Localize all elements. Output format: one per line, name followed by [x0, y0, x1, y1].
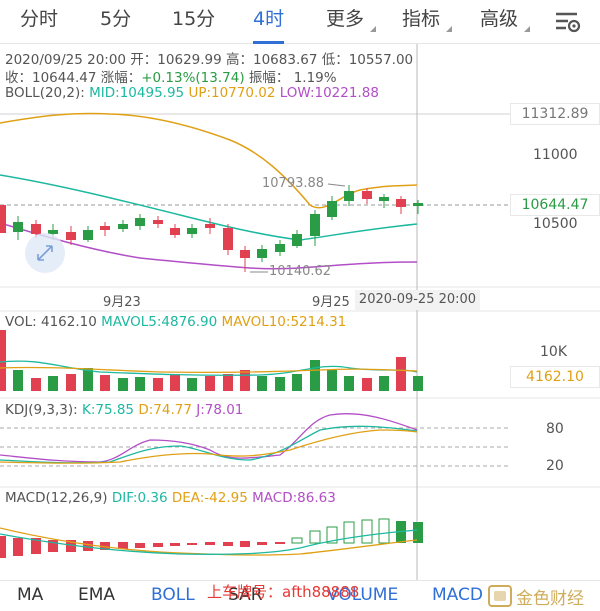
dropdown-triangle-icon [446, 26, 453, 32]
tab-5min[interactable]: 5分 [100, 8, 132, 30]
kdj-d-label: D:74.77 [138, 402, 192, 418]
indicator-tab-bar: MA EMA BOLL SAR VOLUME MACD [0, 580, 600, 611]
tab-timeshare[interactable]: 分时 [20, 8, 59, 30]
price-axis-max: 11312.89 [510, 103, 600, 125]
price-tick-10500: 10500 [533, 216, 578, 232]
current-vol-tag: 4162.10 [510, 366, 600, 388]
tab-indicators[interactable]: 指标 [402, 0, 453, 44]
close-change-line: 收：10644.47 涨幅：+0.13%(13.74) 振幅： 1.19% [5, 70, 337, 86]
kdj-tick-20: 20 [546, 458, 564, 474]
macd-value-label: MACD:86.63 [252, 490, 336, 506]
x-label-sep23: 9月23 [103, 295, 141, 310]
kline-chart-canvas[interactable] [0, 0, 600, 580]
kdj-j-label: J:78.01 [196, 402, 244, 418]
indicator-macd[interactable]: MACD [432, 585, 483, 605]
high-annotation: 10793.88 [262, 176, 325, 191]
boll-low-label: LOW:10221.88 [279, 85, 379, 101]
ohlc-info-line: 2020/09/25 20:00 开：10629.99 高：10683.67 低… [5, 52, 414, 68]
macd-dif-label: DIF:0.36 [111, 490, 168, 506]
boll-up-label: UP:10770.02 [188, 85, 276, 101]
mavol10-label: MAVOL10:5214.31 [221, 314, 347, 330]
price-tick-11000: 11000 [533, 147, 578, 163]
kdj-tick-80: 80 [546, 421, 564, 437]
crosshair-time-label: 2020-09-25 20:00 [355, 290, 480, 310]
macd-dea-label: DEA:-42.95 [171, 490, 248, 506]
tab-advanced[interactable]: 高级 [480, 0, 531, 44]
vol-tick-10k: 10K [540, 344, 567, 360]
indicator-ema[interactable]: EMA [78, 585, 116, 605]
indicator-ma[interactable]: MA [17, 585, 44, 605]
indicator-boll[interactable]: BOLL [151, 585, 195, 605]
tab-more[interactable]: 更多 [326, 0, 377, 44]
chart-settings-icon[interactable] [553, 8, 583, 36]
brand-logo-icon [488, 585, 512, 607]
kdj-k-label: K:75.85 [81, 402, 135, 418]
boll-mid-label: MID:10495.95 [89, 85, 185, 101]
active-tab-underline [253, 41, 285, 44]
tab-4hour[interactable]: 4时 [253, 0, 285, 44]
vol-legend: VOL: 4162.10 MAVOL5:4876.90 MAVOL10:5214… [5, 314, 347, 330]
change-value: +0.13%(13.74) [141, 70, 245, 86]
indicator-sar[interactable]: SAR [228, 585, 263, 605]
current-price-tag: 10644.47 [510, 194, 600, 216]
x-label-sep25: 9月25 [312, 295, 350, 310]
boll-legend: BOLL(20,2): MID:10495.95 UP:10770.02 LOW… [5, 85, 379, 101]
indicator-volume[interactable]: VOLUME [327, 585, 399, 605]
kdj-legend: KDJ(9,3,3): K:75.85 D:74.77 J:78.01 [5, 402, 244, 418]
period-tab-bar: 分时 5分 15分 4时 更多 指标 高级 [0, 0, 600, 44]
dropdown-triangle-icon [524, 26, 531, 32]
watermark-text: 上车牌号：afth88888 [207, 583, 360, 601]
mavol5-label: MAVOL5:4876.90 [101, 314, 218, 330]
brand-logo: 金色财经 [488, 583, 584, 609]
macd-legend: MACD(12,26,9) DIF:0.36 DEA:-42.95 MACD:8… [5, 490, 336, 506]
tab-15min[interactable]: 15分 [172, 8, 216, 30]
dropdown-triangle-icon [370, 26, 377, 32]
low-annotation: 10140.62 [269, 264, 332, 279]
